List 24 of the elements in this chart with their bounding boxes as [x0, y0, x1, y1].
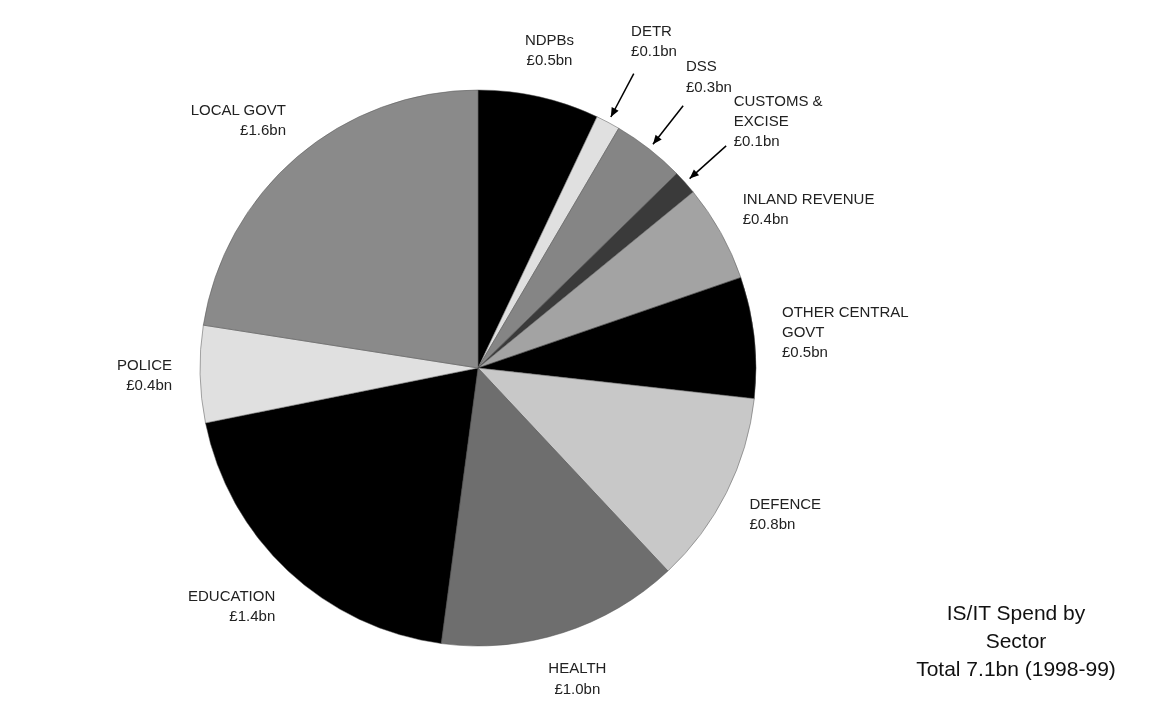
- data-label: £0.5bn: [782, 343, 828, 361]
- data-label: £0.5bn: [526, 51, 573, 69]
- slice-label: EDUCATION: [188, 586, 276, 604]
- data-label: £0.4bn: [126, 376, 173, 394]
- slice-label: NDPBs: [524, 30, 575, 48]
- text: Total 7.1bn (1998-99): [916, 657, 1116, 680]
- slice-label: OTHER CENTRAL GOVT: [782, 302, 909, 341]
- slice-label: HEALTH: [548, 659, 607, 677]
- data-label: £1.6bn: [240, 121, 287, 139]
- slice-label: LOCAL GOVT: [190, 101, 287, 119]
- slice-label: POLICE: [117, 356, 173, 374]
- slice-label: DETR: [631, 21, 673, 39]
- text: IS/IT Spend by Sector: [946, 601, 1086, 652]
- data-label: £0.1bn: [733, 132, 780, 150]
- slice-label: DSS: [685, 57, 717, 75]
- slice-label: CUSTOMS & EXCISE: [733, 91, 823, 130]
- data-label: £0.8bn: [749, 515, 796, 533]
- data-label: £0.3bn: [685, 77, 732, 95]
- slice-label: DEFENCE: [749, 494, 822, 512]
- data-label: £1.0bn: [554, 679, 601, 697]
- data-label: £1.4bn: [229, 607, 276, 625]
- data-label: £0.1bn: [631, 42, 677, 60]
- slice-label: INLAND REVENUE: [742, 190, 875, 208]
- data-label: £0.4bn: [742, 210, 789, 228]
